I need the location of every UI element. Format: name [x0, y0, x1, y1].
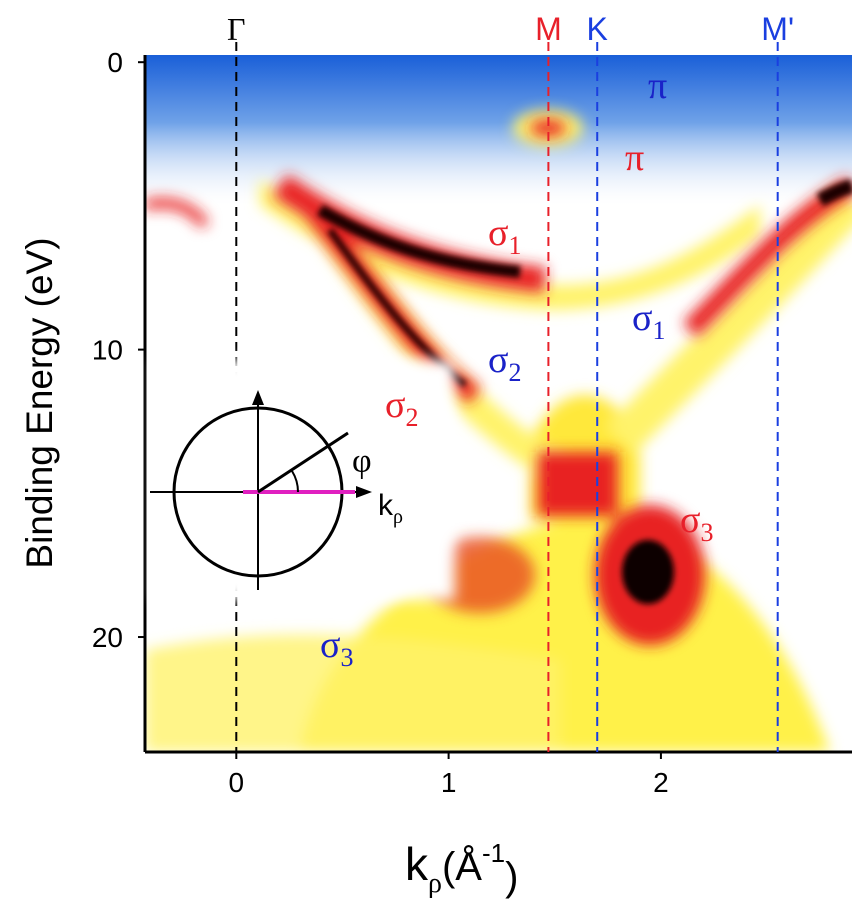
upper-intensity: [145, 55, 852, 205]
annotation: π: [648, 65, 667, 107]
y-tick-label: 0: [107, 47, 123, 78]
annotation-symbol: σ: [632, 297, 652, 339]
x-axis-title-sub: ρ: [428, 868, 442, 899]
inset-axis-sub: ρ: [393, 506, 403, 528]
inset-background: [155, 360, 455, 600]
x-axis-title-sup: -1: [482, 838, 505, 868]
x-tick-label: 1: [441, 767, 457, 798]
inset: φ kρ: [150, 360, 455, 600]
inset-axis-main: k: [378, 489, 394, 522]
x-axis-title-open: (Å: [442, 844, 482, 889]
annotation-subscript: 3: [340, 643, 353, 672]
annotation-subscript: 1: [508, 231, 521, 260]
chart: φ kρ Binding Energy (eV) kρ(Å-1) 0102001…: [0, 0, 852, 916]
x-tick-label: 0: [229, 767, 245, 798]
y-tick-label: 20: [92, 622, 123, 653]
annotation-symbol: σ: [680, 499, 700, 541]
annotation-subscript: 2: [508, 358, 521, 387]
reference-label: M': [761, 11, 794, 47]
x-axis-title: kρ(Å-1): [405, 838, 518, 899]
annotation-symbol: π: [648, 65, 667, 107]
page: {"chart_data": { "type": "heatmap", "y_l…: [0, 0, 852, 916]
reference-label: K: [587, 11, 608, 47]
annotation-symbol: π: [625, 137, 644, 179]
reference-label: M: [535, 11, 562, 47]
annotation-symbol: σ: [488, 212, 508, 254]
x-axis-title-main: k: [405, 838, 429, 890]
y-axis-title: Binding Energy (eV): [19, 237, 60, 568]
x-tick-label: 2: [653, 767, 669, 798]
annotation-subscript: 3: [700, 518, 713, 547]
annotation-symbol: σ: [320, 624, 340, 666]
annotation: π: [625, 137, 644, 179]
reference-label: Γ: [227, 11, 246, 47]
x-axis-title-close: ): [505, 855, 518, 899]
inset-angle-label: φ: [352, 443, 372, 480]
annotation-symbol: σ: [385, 384, 405, 426]
annotation-symbol: σ: [488, 339, 508, 381]
y-tick-label: 10: [92, 335, 123, 366]
annotation-subscript: 1: [652, 316, 665, 345]
annotation-subscript: 2: [405, 403, 418, 432]
